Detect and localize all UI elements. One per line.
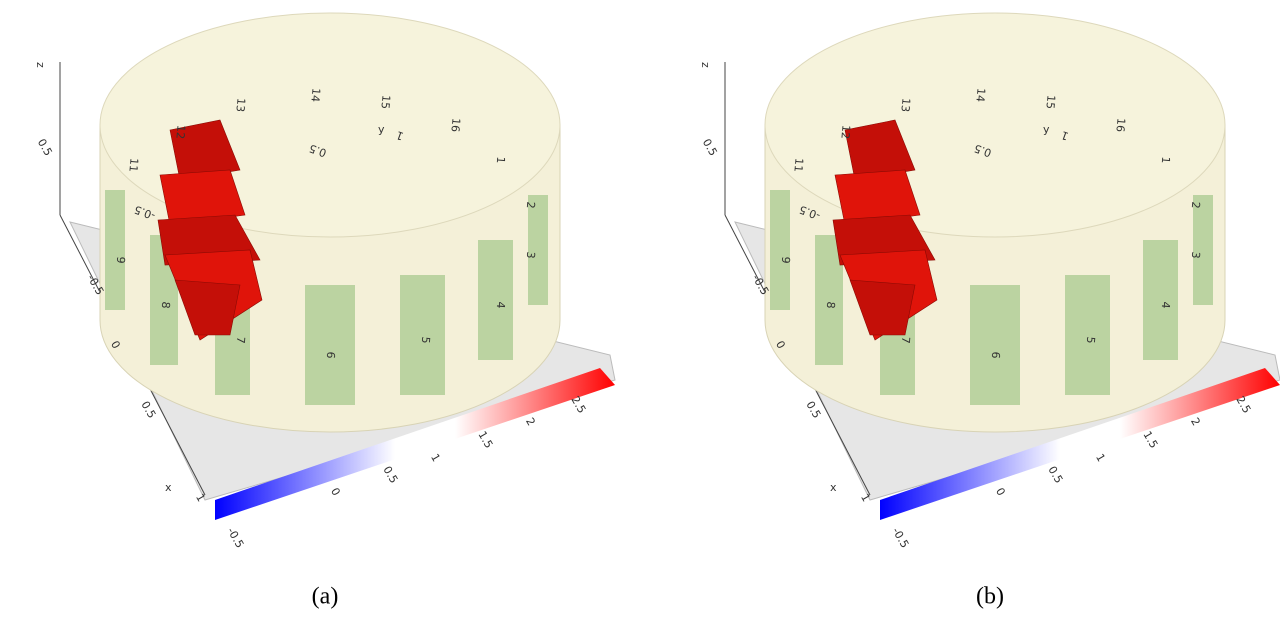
figure: zxy0.5-0.500.51-0.50.5111121314151612345… xyxy=(0,0,1280,616)
electrode-number: 6 xyxy=(324,351,338,359)
electrode-number: 4 xyxy=(494,301,508,309)
colorbar-tick: 0.5 xyxy=(380,464,400,486)
cylinder-top xyxy=(765,13,1225,237)
axis-label: y xyxy=(378,123,385,136)
axis-label: z xyxy=(34,62,47,68)
electrode-number: 11 xyxy=(126,158,140,173)
electrode-number: 4 xyxy=(1159,301,1173,309)
electrode-number: 2 xyxy=(524,201,538,209)
electrode xyxy=(770,190,790,310)
electrode-number: 13 xyxy=(233,98,247,113)
tick-label: 0.5 xyxy=(138,399,158,421)
tick-label: 0.5 xyxy=(700,137,720,159)
tick-label: 0.5 xyxy=(803,399,823,421)
electrode-number: 6 xyxy=(989,351,1003,359)
tick-label: 1 xyxy=(858,491,873,504)
electrode-number: 5 xyxy=(419,336,433,344)
electrode xyxy=(105,190,125,310)
electrode-number: 15 xyxy=(378,95,392,110)
electrode-number: 15 xyxy=(1043,95,1057,110)
colorbar-tick: 0 xyxy=(993,485,1008,498)
electrode xyxy=(528,195,548,305)
colorbar-tick: 1.5 xyxy=(1140,429,1160,451)
colorbar-tick: 2 xyxy=(1188,415,1203,428)
electrode-number: 9 xyxy=(114,256,128,264)
electrode-number: 11 xyxy=(791,158,805,173)
axis-label: y xyxy=(1043,123,1050,136)
colorbar-tick: 1 xyxy=(428,451,443,464)
electrode xyxy=(970,285,1020,405)
tick-label: 1 xyxy=(193,491,208,504)
electrode-number: 8 xyxy=(824,301,838,309)
electrode-number: 16 xyxy=(448,118,462,133)
axis-label: z xyxy=(699,62,712,68)
electrode-number: 13 xyxy=(898,98,912,113)
axis-label: x xyxy=(830,481,837,494)
electrode-number: 1 xyxy=(494,156,508,164)
colorbar-tick: 1.5 xyxy=(475,429,495,451)
colorbar-tick: -0.5 xyxy=(889,525,911,550)
electrode xyxy=(305,285,355,405)
electrode-number: 3 xyxy=(1189,251,1203,259)
electrode xyxy=(400,275,445,395)
electrode-number: 12 xyxy=(173,125,187,140)
electrode-number: 14 xyxy=(308,88,322,103)
electrode-number: 7 xyxy=(234,336,248,344)
colorbar-tick: 0 xyxy=(328,485,343,498)
electrode-number: 14 xyxy=(973,88,987,103)
electrode-number: 3 xyxy=(524,251,538,259)
electrode-number: 7 xyxy=(899,336,913,344)
electrode-number: 1 xyxy=(1159,156,1173,164)
colorbar-tick: 0.5 xyxy=(1045,464,1065,486)
colorbar-tick: 2 xyxy=(523,415,538,428)
electrode-number: 16 xyxy=(1113,118,1127,133)
tick-label: 0.5 xyxy=(35,137,55,159)
panel-label: (a) xyxy=(312,584,339,610)
colorbar-tick: -0.5 xyxy=(224,525,246,550)
electrode-number: 2 xyxy=(1189,201,1203,209)
electrode-number: 8 xyxy=(159,301,173,309)
axis-label: x xyxy=(165,481,172,494)
electrode xyxy=(1193,195,1213,305)
colorbar-tick: 1 xyxy=(1093,451,1108,464)
electrode xyxy=(1143,240,1178,360)
electrode-number: 12 xyxy=(838,125,852,140)
electrode xyxy=(1065,275,1110,395)
electrode xyxy=(478,240,513,360)
panel-label: (b) xyxy=(976,584,1004,610)
electrode-number: 5 xyxy=(1084,336,1098,344)
electrode-number: 9 xyxy=(779,256,793,264)
